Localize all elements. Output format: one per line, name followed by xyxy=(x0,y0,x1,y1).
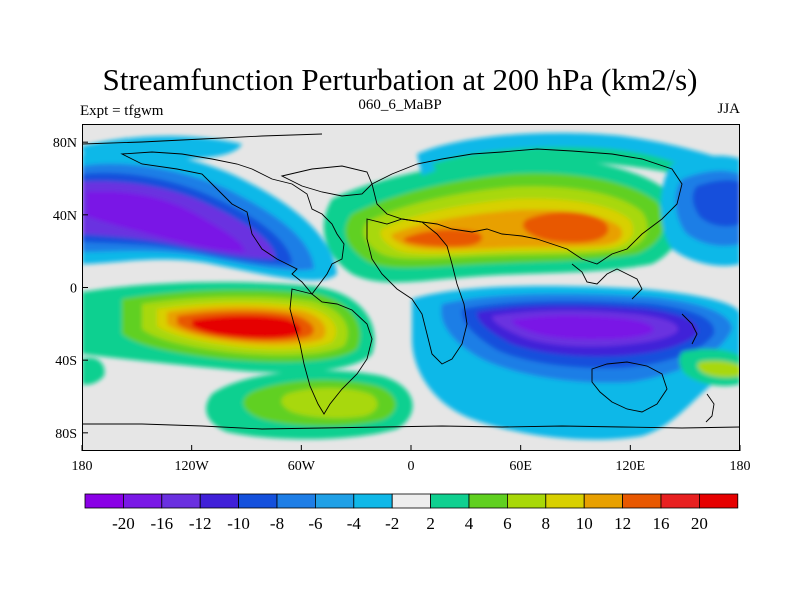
season-label: JJA xyxy=(717,101,740,117)
colorbar-swatch xyxy=(123,493,163,509)
colorbar-swatch xyxy=(353,493,393,509)
colorbar-label: -10 xyxy=(227,514,250,533)
colorbar-swatch xyxy=(199,493,239,509)
colorbar-swatch xyxy=(699,493,739,509)
colorbar-swatch xyxy=(506,493,547,509)
colorbar-swatch xyxy=(314,493,355,509)
colorbar-label: 2 xyxy=(426,514,435,533)
lon-tick-label: 60W xyxy=(288,459,316,474)
colorbar-label: 10 xyxy=(576,514,593,533)
colorbar-label: 12 xyxy=(614,514,631,533)
colorbar-label: 4 xyxy=(465,514,474,533)
colorbar-swatch xyxy=(391,493,432,509)
colorbar-swatch xyxy=(238,493,278,509)
colorbar-label: -8 xyxy=(270,514,284,533)
colorbar-label: -16 xyxy=(150,514,173,533)
colorbar-swatch xyxy=(622,493,662,509)
southwest-pacific-patch xyxy=(82,357,105,385)
case-label: 060_6_MaBP xyxy=(358,97,442,113)
colorbar-swatch xyxy=(660,493,700,509)
colorbar-label: -2 xyxy=(385,514,399,533)
colorbar-swatch xyxy=(84,493,124,509)
lat-tick-label: 80N xyxy=(53,136,77,151)
experiment-label: Expt = tfgwm xyxy=(80,103,164,119)
eurasia-high-contours xyxy=(323,158,683,283)
indian-ocean-low-contours xyxy=(412,286,740,440)
north-pacific-top-patch xyxy=(82,135,242,160)
colorbar-label: 6 xyxy=(503,514,512,533)
streamfunction-map xyxy=(82,124,740,451)
colorbar-swatch xyxy=(276,493,316,509)
colorbar-swatch xyxy=(161,493,201,509)
lon-tick-label: 0 xyxy=(408,459,415,474)
south-atlantic-high-contours xyxy=(206,370,413,440)
colorbar-label: 16 xyxy=(653,514,670,533)
colorbar: -20 -16 -12 -10 -8 -6 -4 -2 2 4 6 8 10 12 16 20 xyxy=(84,493,739,533)
lat-tick-label: 40S xyxy=(55,354,77,369)
north-america-low-contours xyxy=(82,150,337,281)
lon-tick-label: 180 xyxy=(730,459,751,474)
colorbar-label: 8 xyxy=(542,514,551,533)
colorbar-label: 20 xyxy=(691,514,708,533)
north-atlantic-arc xyxy=(417,133,740,184)
colorbar-label: -20 xyxy=(112,514,135,533)
lat-tick-label: 0 xyxy=(70,282,77,297)
colorbar-swatch xyxy=(430,493,470,509)
colorbar-swatch xyxy=(583,493,624,509)
lat-tick-label: 40N xyxy=(53,209,77,224)
colorbar-label: -6 xyxy=(308,514,322,533)
chart-title: Streamfunction Perturbation at 200 hPa (… xyxy=(102,62,698,97)
west-pacific-low-contours xyxy=(660,155,740,266)
lat-tick-label: 80S xyxy=(55,427,77,442)
colorbar-label: -12 xyxy=(189,514,212,533)
colorbar-swatch xyxy=(545,493,585,509)
lon-tick-label: 180 xyxy=(72,459,93,474)
colorbar-label: -4 xyxy=(347,514,362,533)
lon-tick-label: 60E xyxy=(509,459,532,474)
colorbar-swatch xyxy=(468,493,508,509)
coastlines xyxy=(82,133,740,430)
lon-tick-label: 120E xyxy=(616,459,646,474)
southeast-pacific-patch xyxy=(679,349,740,386)
lon-tick-label: 120W xyxy=(175,459,210,474)
